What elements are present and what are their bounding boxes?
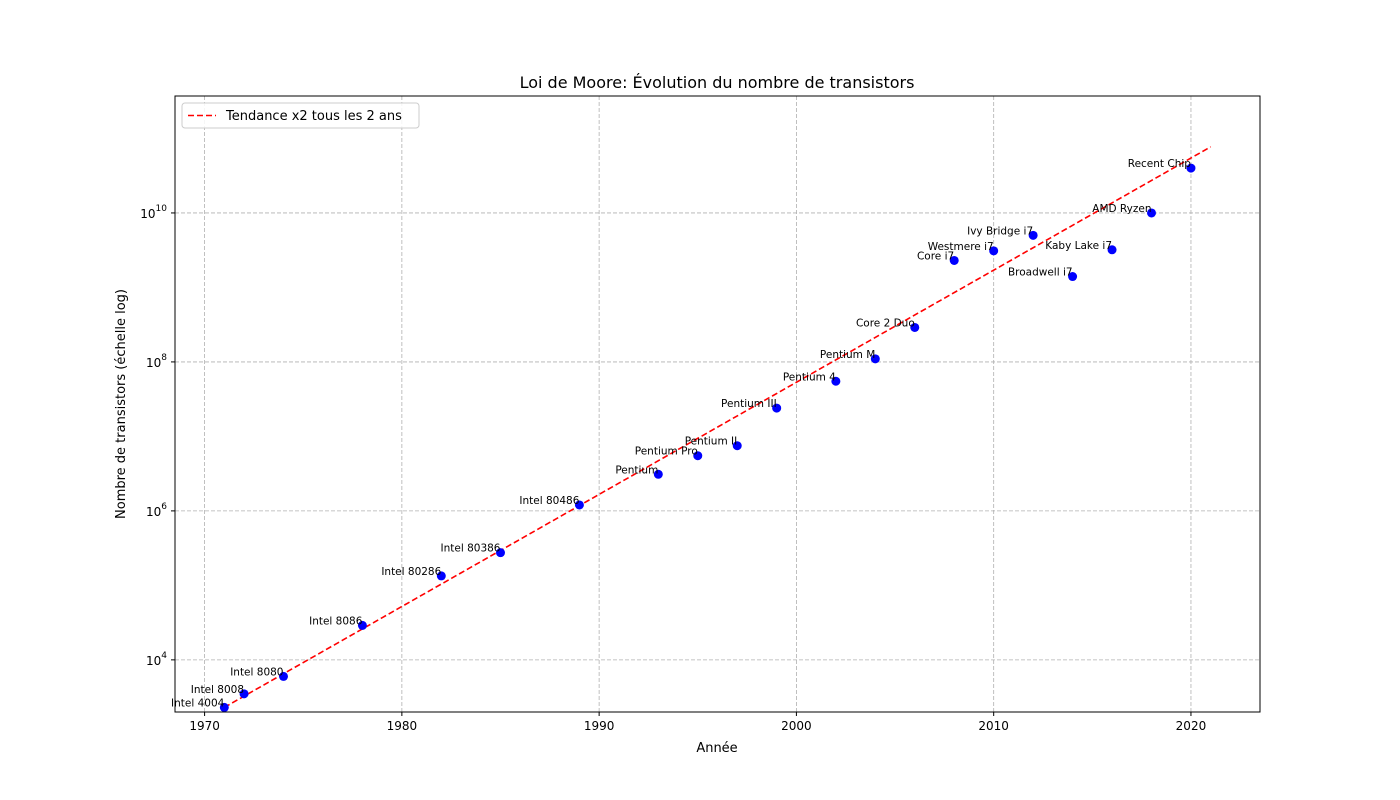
legend-box	[181, 102, 420, 129]
point-label: Pentium 4	[783, 371, 836, 383]
grid	[175, 96, 1260, 712]
x-tick-label: 2000	[781, 719, 812, 733]
y-tick-label: 108	[146, 353, 167, 370]
y-tick-label: 1010	[140, 204, 167, 221]
point-label: Kaby Lake i7	[1045, 240, 1112, 252]
point-label: Core 2 Duo	[856, 317, 915, 329]
legend: Tendance x2 tous les 2 ans	[181, 102, 420, 129]
point-label: Intel 80286	[381, 566, 441, 578]
x-tick-label: 2010	[978, 719, 1009, 733]
data-point	[732, 441, 742, 451]
point-label: Pentium	[615, 464, 658, 476]
data-point	[279, 671, 288, 681]
x-tick-label: 1990	[584, 719, 615, 733]
point-label: Core i7	[917, 250, 954, 262]
point-label: Intel 8008	[191, 684, 244, 696]
x-tick-label: 1970	[189, 719, 220, 733]
chart-title: Loi de Moore: Évolution du nombre de tra…	[520, 73, 915, 92]
y-axis-label: Nombre de transistors (échelle log)	[114, 289, 129, 519]
legend-trend-label: Tendance x2 tous les 2 ans	[225, 109, 402, 124]
point-label: Intel 80486	[519, 495, 579, 507]
data-point	[574, 500, 584, 510]
data-point	[1107, 245, 1117, 255]
data-point	[357, 620, 367, 630]
data-point	[1028, 230, 1038, 240]
data-point	[239, 689, 249, 699]
data-point	[949, 255, 959, 265]
point-label: Pentium Pro	[635, 446, 698, 458]
y-tick-label: 106	[146, 502, 167, 519]
data-point	[1068, 272, 1078, 282]
data-point	[653, 469, 663, 479]
point-label: Pentium M	[820, 349, 875, 361]
x-tick-label: 2020	[1176, 719, 1207, 733]
point-label: Intel 8080	[230, 666, 283, 678]
point-label: Recent Chip	[1128, 158, 1192, 170]
points-layer	[219, 163, 1196, 712]
data-point	[772, 403, 782, 413]
point-label: Intel 8086	[309, 615, 363, 627]
data-point	[219, 702, 229, 712]
data-point	[693, 451, 703, 461]
point-label: Intel 80386	[441, 543, 501, 555]
trend-line	[223, 146, 1212, 709]
trend-layer	[223, 146, 1212, 709]
point-label: Pentium III	[721, 398, 777, 410]
point-label: AMD Ryzen	[1092, 203, 1151, 215]
data-point	[910, 322, 920, 332]
x-tick-label: 1980	[387, 719, 418, 733]
x-axis: 1970 1980 1990 2000 2010 2020	[189, 712, 1206, 733]
point-label: Broadwell i7	[1008, 267, 1073, 279]
point-label: Westmere i7	[928, 241, 994, 253]
point-label: Intel 4004	[171, 697, 225, 709]
y-tick-label: 104	[146, 651, 167, 668]
y-axis: 104 106 108 1010	[140, 204, 175, 668]
data-point	[989, 246, 999, 256]
x-axis-label: Année	[696, 741, 737, 756]
data-point	[496, 548, 505, 558]
data-point	[831, 376, 841, 386]
point-label: Ivy Bridge i7	[967, 225, 1033, 237]
data-point	[436, 571, 446, 581]
point-label: Pentium II	[685, 436, 738, 448]
data-point	[870, 354, 880, 364]
data-point	[1186, 163, 1196, 173]
plot-frame	[174, 95, 1261, 713]
data-point	[1147, 208, 1156, 218]
